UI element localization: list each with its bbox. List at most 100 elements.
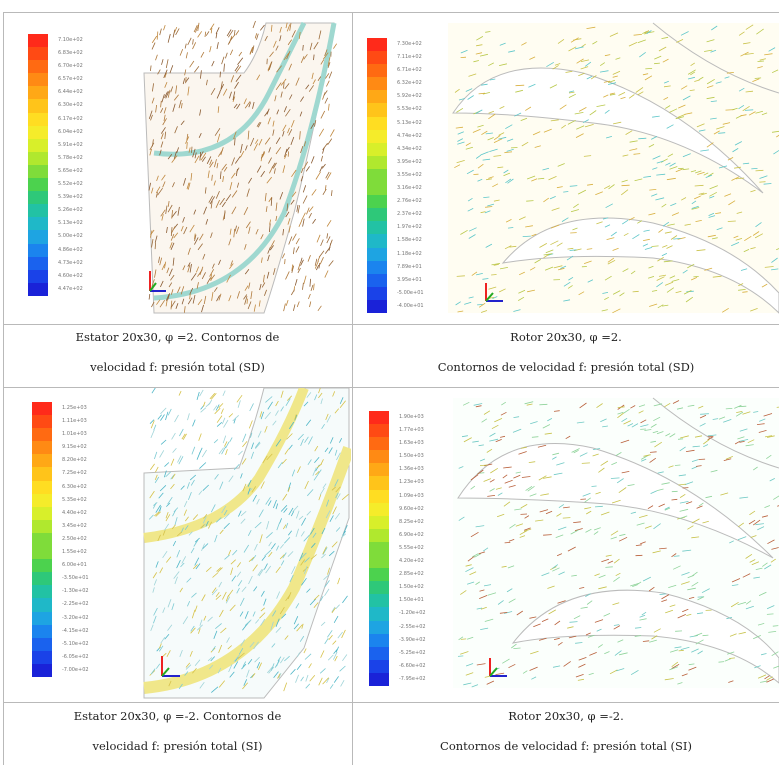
velocity-arrow xyxy=(283,52,290,61)
velocity-arrow xyxy=(463,682,472,686)
velocity-arrow xyxy=(218,293,222,301)
velocity-arrow xyxy=(219,529,224,535)
velocity-arrow xyxy=(576,421,585,424)
velocity-arrow xyxy=(465,663,474,667)
velocity-arrow xyxy=(213,287,218,293)
velocity-arrow xyxy=(688,663,695,666)
velocity-arrow xyxy=(489,432,496,437)
velocity-arrow xyxy=(472,553,479,558)
velocity-arrow xyxy=(246,298,248,304)
velocity-arrow xyxy=(186,577,192,583)
velocity-arrow xyxy=(529,266,536,271)
velocity-arrow xyxy=(192,668,197,674)
velocity-arrow xyxy=(508,663,516,669)
velocity-arrow xyxy=(591,485,597,487)
legend-tick-label: 7.89e+01 xyxy=(397,263,422,270)
velocity-arrow xyxy=(598,467,605,473)
velocity-arrow xyxy=(757,66,763,69)
velocity-arrow xyxy=(213,630,218,639)
velocity-arrow xyxy=(525,106,532,111)
velocity-arrow xyxy=(161,214,164,221)
velocity-arrow xyxy=(186,133,189,141)
velocity-arrow xyxy=(754,665,761,669)
velocity-arrow xyxy=(583,155,592,157)
velocity-arrow xyxy=(554,620,561,626)
velocity-arrow xyxy=(293,304,296,311)
velocity-arrow xyxy=(586,76,593,80)
velocity-arrow xyxy=(531,676,537,680)
velocity-arrow xyxy=(216,42,219,50)
velocity-arrow xyxy=(570,529,579,535)
velocity-arrow xyxy=(263,274,265,283)
velocity-arrow xyxy=(289,574,294,583)
velocity-arrow xyxy=(477,163,484,169)
velocity-arrow xyxy=(520,446,527,449)
velocity-arrow xyxy=(206,156,212,164)
legend-swatch xyxy=(369,555,389,569)
velocity-arrow xyxy=(247,130,250,140)
velocity-arrow xyxy=(773,665,779,669)
legend-tick-label: -6.05e+02 xyxy=(62,653,89,660)
velocity-arrow xyxy=(716,227,723,231)
velocity-arrow xyxy=(568,46,577,52)
velocity-arrow xyxy=(300,438,304,446)
velocity-arrow xyxy=(675,290,682,294)
velocity-arrow xyxy=(155,104,157,113)
velocity-arrow xyxy=(318,128,325,137)
velocity-arrow xyxy=(334,512,341,520)
velocity-arrow xyxy=(573,248,582,252)
velocity-arrow xyxy=(759,58,766,61)
velocity-arrow xyxy=(253,143,258,151)
velocity-arrow xyxy=(562,517,571,519)
legend-tick-label: 6.44e+02 xyxy=(58,89,83,96)
velocity-arrow xyxy=(246,669,250,678)
velocity-arrow xyxy=(688,666,697,671)
velocity-arrow xyxy=(751,168,758,170)
velocity-arrow xyxy=(500,411,507,416)
velocity-arrow xyxy=(682,269,688,274)
velocity-arrow xyxy=(750,308,758,312)
velocity-arrow xyxy=(201,594,206,602)
velocity-arrow xyxy=(467,95,474,100)
velocity-arrow xyxy=(300,257,303,264)
velocity-arrow xyxy=(544,266,554,271)
velocity-arrow xyxy=(753,411,759,413)
velocity-arrow xyxy=(552,564,559,569)
velocity-arrow xyxy=(731,584,739,586)
velocity-arrow xyxy=(584,497,592,503)
velocity-arrow xyxy=(587,279,594,283)
velocity-arrow xyxy=(197,299,203,306)
velocity-arrow xyxy=(194,155,200,164)
velocity-arrow xyxy=(649,451,657,453)
velocity-arrow xyxy=(667,153,674,158)
velocity-arrow xyxy=(190,479,195,486)
velocity-arrow xyxy=(656,276,665,281)
velocity-arrow xyxy=(225,449,228,456)
velocity-arrow xyxy=(279,554,285,560)
velocity-arrow xyxy=(331,190,333,196)
velocity-arrow xyxy=(215,199,220,208)
velocity-arrow xyxy=(671,498,678,501)
velocity-arrow xyxy=(326,236,331,244)
velocity-arrow xyxy=(268,157,272,164)
velocity-arrow xyxy=(537,177,545,180)
velocity-arrow xyxy=(187,297,193,305)
velocity-arrow xyxy=(706,78,715,85)
velocity-arrow xyxy=(179,587,183,593)
velocity-arrow xyxy=(227,37,233,45)
velocity-arrow xyxy=(185,52,188,59)
legend-swatch xyxy=(367,103,387,117)
velocity-arrow xyxy=(201,449,207,458)
velocity-arrow xyxy=(319,257,324,265)
velocity-arrow xyxy=(566,255,574,261)
velocity-arrow xyxy=(620,439,630,444)
velocity-arrow xyxy=(335,486,341,493)
velocity-arrow xyxy=(567,119,576,125)
velocity-arrow xyxy=(234,225,237,232)
velocity-arrow xyxy=(761,515,768,518)
velocity-arrow xyxy=(285,594,291,602)
velocity-arrow xyxy=(260,607,265,612)
velocity-arrow xyxy=(488,113,496,120)
velocity-arrow xyxy=(322,547,328,556)
velocity-arrow xyxy=(637,39,646,44)
